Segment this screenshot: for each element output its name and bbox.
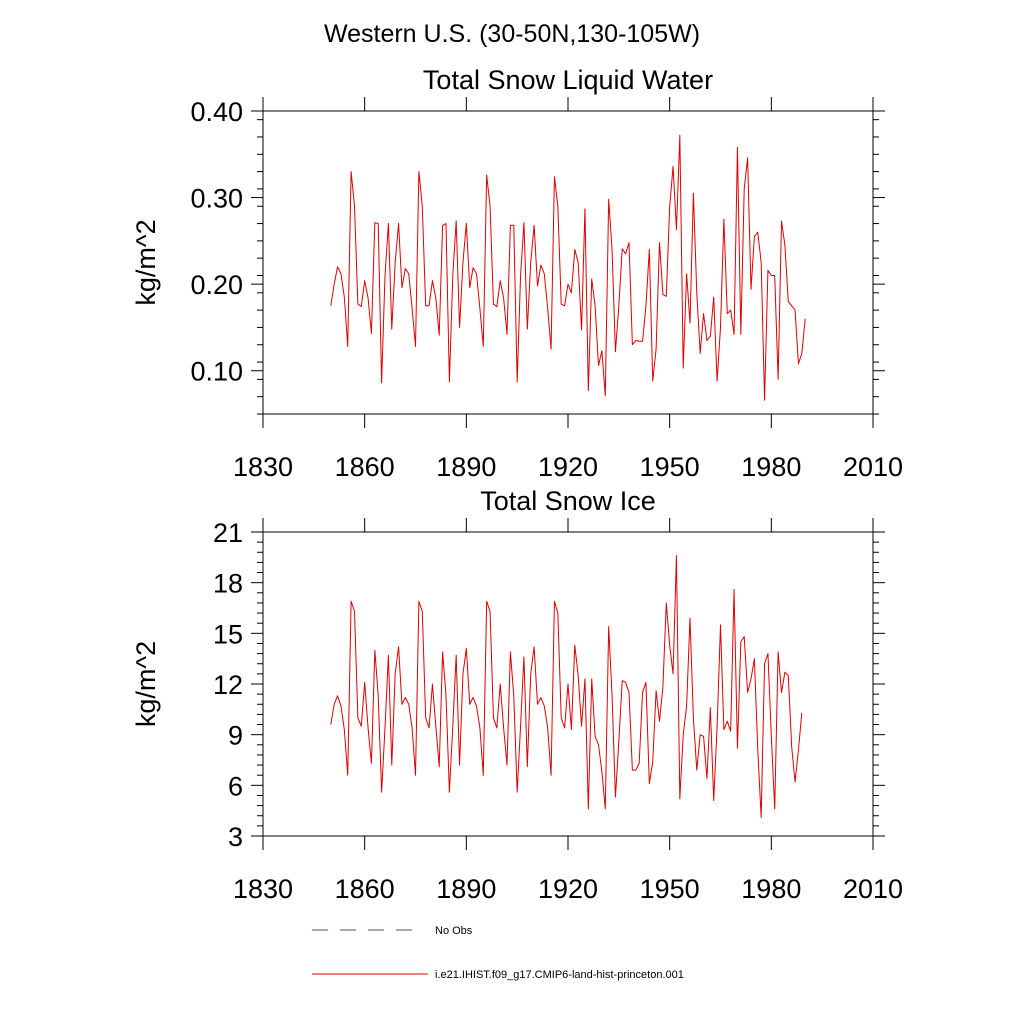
y-tick-label: 6 (228, 771, 243, 801)
y-tick-label: 15 (213, 619, 243, 649)
x-tick-label: 1920 (538, 452, 598, 482)
y-tick-label: 3 (228, 822, 243, 852)
panel-title: Total Snow Liquid Water (423, 65, 713, 95)
series-line (330, 134, 806, 401)
x-tick-label: 1980 (741, 874, 801, 904)
x-tick-label: 1890 (436, 874, 496, 904)
y-axis-label: kg/m^2 (131, 219, 161, 305)
figure-title: Western U.S. (30-50N,130-105W) (324, 20, 700, 48)
y-tick-label: 0.10 (190, 357, 243, 387)
x-tick-label: 1890 (436, 452, 496, 482)
y-tick-label: 0.40 (190, 97, 243, 127)
panel-snow-liquid-water: Total Snow Liquid Water kg/m^2 1830 1860 189… (131, 65, 903, 482)
y-tick-label: 21 (213, 518, 243, 548)
x-tick-label: 1920 (538, 874, 598, 904)
y-axis-label: kg/m^2 (131, 641, 161, 727)
x-tick-label: 2010 (843, 874, 903, 904)
x-tick-label: 1980 (741, 452, 801, 482)
y-tick-label: 12 (213, 670, 243, 700)
x-tick-label: 1860 (335, 874, 395, 904)
panel-title: Total Snow Ice (480, 486, 656, 516)
plot-frame (262, 110, 874, 415)
x-tick-label: 1860 (335, 452, 395, 482)
y-tick-label: 9 (228, 721, 243, 751)
x-tick-label: 2010 (843, 452, 903, 482)
panel-snow-ice: Total Snow Ice kg/m^2 1830 1860 1890 1920 1950… (131, 486, 903, 904)
legend-label-run: i.e21.IHIST.f09_g17.CMIP6-land-hist-prin… (435, 969, 684, 981)
series-line (330, 555, 803, 818)
legend: No Obs i.e21.IHIST.f09_g17.CMIP6-land-hi… (312, 925, 684, 981)
x-tick-label: 1950 (640, 452, 700, 482)
y-tick-label: 0.20 (190, 270, 243, 300)
x-tick-label: 1830 (233, 452, 293, 482)
legend-label-no-obs: No Obs (435, 925, 473, 937)
y-tick-label: 0.30 (190, 184, 243, 214)
x-tick-label: 1830 (233, 874, 293, 904)
x-tick-label: 1950 (640, 874, 700, 904)
y-tick-label: 18 (213, 569, 243, 599)
